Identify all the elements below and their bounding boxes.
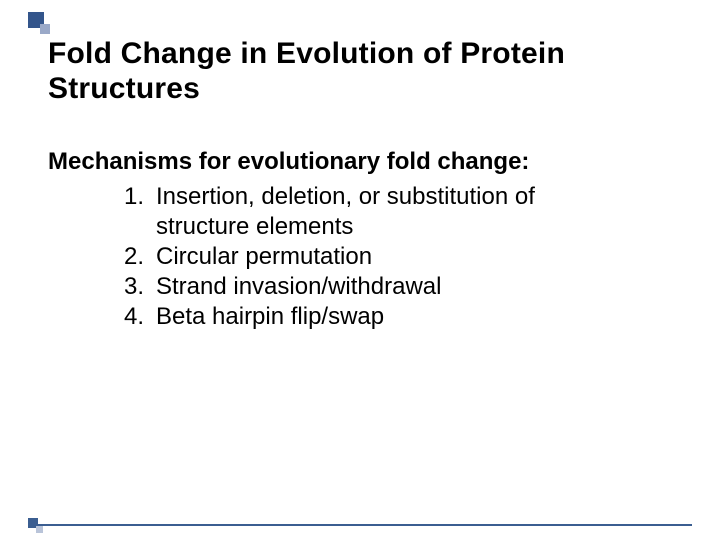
footer-rule-square-secondary xyxy=(36,526,43,533)
list-item-text-line1: Circular permutation xyxy=(156,243,372,270)
list-item-number: 4. xyxy=(120,302,156,332)
slide-title-line1: Fold Change in Evolution of Protein xyxy=(48,36,680,71)
accent-square-secondary xyxy=(40,24,50,34)
list-item-text: Insertion, deletion, or substitution of … xyxy=(156,182,680,242)
slide-title-line2: Structures xyxy=(48,71,680,106)
list-item-number: 2. xyxy=(120,242,156,272)
slide-subheading: Mechanisms for evolutionary fold change: xyxy=(48,148,680,176)
slide-title: Fold Change in Evolution of Protein Stru… xyxy=(48,36,680,107)
list-item-text-line2: structure elements xyxy=(156,213,353,240)
list-item-text-line1: Beta hairpin flip/swap xyxy=(156,303,384,330)
list-item: 4. Beta hairpin flip/swap xyxy=(120,302,680,332)
list-item: 1. Insertion, deletion, or substitution … xyxy=(120,182,680,242)
list-item: 3. Strand invasion/withdrawal xyxy=(120,272,680,302)
list-item-text: Strand invasion/withdrawal xyxy=(156,272,680,302)
list-item-text: Beta hairpin flip/swap xyxy=(156,302,680,332)
list-item-text: Circular permutation xyxy=(156,242,680,272)
list-item-number: 3. xyxy=(120,272,156,302)
footer-rule-line xyxy=(28,524,692,526)
list-item-text-line1: Insertion, deletion, or substitution of xyxy=(156,183,535,210)
numbered-list: 1. Insertion, deletion, or substitution … xyxy=(120,182,680,332)
list-item-text-line1: Strand invasion/withdrawal xyxy=(156,273,441,300)
list-item: 2. Circular permutation xyxy=(120,242,680,272)
footer-rule xyxy=(28,524,692,526)
list-item-number: 1. xyxy=(120,182,156,212)
slide: Fold Change in Evolution of Protein Stru… xyxy=(0,0,720,540)
